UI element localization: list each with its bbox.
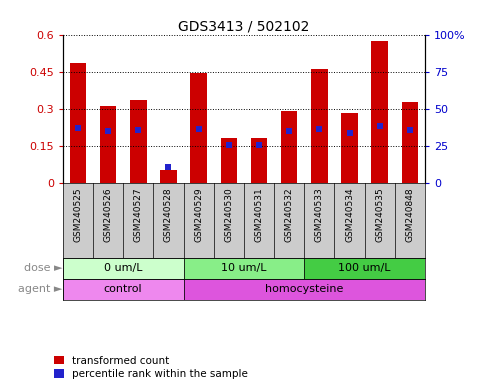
- Text: 0 um/L: 0 um/L: [104, 263, 142, 273]
- Text: GSM240535: GSM240535: [375, 187, 384, 242]
- Legend: transformed count, percentile rank within the sample: transformed count, percentile rank withi…: [54, 356, 248, 379]
- Text: 100 um/L: 100 um/L: [339, 263, 391, 273]
- Text: 10 um/L: 10 um/L: [221, 263, 267, 273]
- Bar: [341, 113, 358, 184]
- Text: control: control: [104, 284, 142, 294]
- Text: GSM240848: GSM240848: [405, 187, 414, 242]
- Bar: [160, 170, 177, 184]
- Bar: [402, 101, 418, 184]
- Bar: [190, 73, 207, 184]
- Bar: [221, 137, 237, 184]
- Bar: [100, 106, 116, 184]
- Text: homocysteine: homocysteine: [265, 284, 343, 294]
- Text: GSM240534: GSM240534: [345, 187, 354, 242]
- Title: GDS3413 / 502102: GDS3413 / 502102: [178, 20, 310, 33]
- Text: GSM240531: GSM240531: [255, 187, 264, 242]
- Bar: [371, 41, 388, 184]
- Text: dose ►: dose ►: [24, 263, 62, 273]
- Text: GSM240532: GSM240532: [284, 187, 294, 242]
- Text: agent ►: agent ►: [18, 284, 62, 294]
- Bar: [281, 111, 298, 184]
- Bar: [63, 258, 184, 279]
- Text: GSM240525: GSM240525: [73, 187, 83, 242]
- Bar: [70, 63, 86, 184]
- Bar: [304, 258, 425, 279]
- Text: GSM240530: GSM240530: [224, 187, 233, 242]
- Text: GSM240533: GSM240533: [315, 187, 324, 242]
- Bar: [184, 258, 304, 279]
- Bar: [130, 100, 146, 184]
- Bar: [311, 69, 327, 184]
- Bar: [251, 137, 267, 184]
- Text: GSM240529: GSM240529: [194, 187, 203, 242]
- Bar: [63, 279, 184, 300]
- Text: GSM240528: GSM240528: [164, 187, 173, 242]
- Bar: [184, 279, 425, 300]
- Text: GSM240527: GSM240527: [134, 187, 143, 242]
- Text: GSM240526: GSM240526: [103, 187, 113, 242]
